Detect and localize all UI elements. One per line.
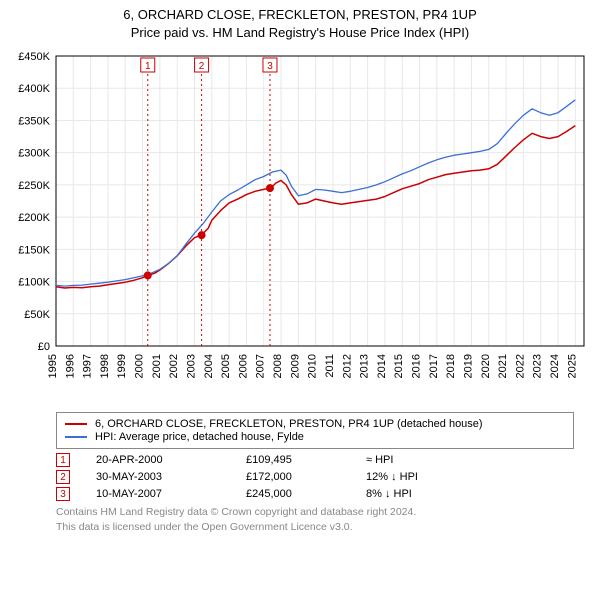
svg-text:2010: 2010 xyxy=(307,354,319,378)
svg-text:3: 3 xyxy=(267,61,273,72)
svg-text:£450K: £450K xyxy=(18,51,50,63)
transaction-delta: 12% ↓ HPI xyxy=(366,471,418,483)
svg-text:2001: 2001 xyxy=(151,354,163,378)
footer-attribution: Contains HM Land Registry data © Crown c… xyxy=(56,505,574,533)
svg-text:2015: 2015 xyxy=(393,354,405,378)
transaction-marker: 3 xyxy=(56,487,70,501)
legend-item: HPI: Average price, detached house, Fyld… xyxy=(65,431,565,443)
svg-text:2017: 2017 xyxy=(428,354,440,378)
svg-text:£150K: £150K xyxy=(18,245,50,257)
table-row: 1 20-APR-2000 £109,495 ≈ HPI xyxy=(56,453,574,467)
svg-text:1997: 1997 xyxy=(82,354,94,378)
chart-title-block: 6, ORCHARD CLOSE, FRECKLETON, PRESTON, P… xyxy=(6,6,594,42)
legend-label: 6, ORCHARD CLOSE, FRECKLETON, PRESTON, P… xyxy=(95,418,483,430)
legend-swatch xyxy=(65,436,87,438)
transaction-date: 10-MAY-2007 xyxy=(96,488,246,500)
svg-text:2004: 2004 xyxy=(203,354,215,378)
title-subtitle: Price paid vs. HM Land Registry's House … xyxy=(6,24,594,42)
svg-text:2: 2 xyxy=(199,61,205,72)
svg-text:1: 1 xyxy=(145,61,151,72)
transaction-marker: 2 xyxy=(56,470,70,484)
svg-text:2023: 2023 xyxy=(532,354,544,378)
svg-text:1999: 1999 xyxy=(116,354,128,378)
svg-text:2007: 2007 xyxy=(255,354,267,378)
footer-line: Contains HM Land Registry data © Crown c… xyxy=(56,505,574,519)
svg-text:1998: 1998 xyxy=(99,354,111,378)
svg-text:2025: 2025 xyxy=(566,354,578,378)
title-address: 6, ORCHARD CLOSE, FRECKLETON, PRESTON, P… xyxy=(6,6,594,24)
chart-container: £0 £50K £100K £150K £200K £250K £300K £350K £400… xyxy=(6,46,594,406)
svg-text:2021: 2021 xyxy=(497,354,509,378)
svg-text:2013: 2013 xyxy=(359,354,371,378)
svg-text:£0: £0 xyxy=(38,341,50,353)
svg-text:2014: 2014 xyxy=(376,354,388,378)
svg-text:2018: 2018 xyxy=(445,354,457,378)
svg-text:2016: 2016 xyxy=(411,354,423,378)
transaction-date: 20-APR-2000 xyxy=(96,454,246,466)
svg-text:£200K: £200K xyxy=(18,212,50,224)
transaction-date: 30-MAY-2003 xyxy=(96,471,246,483)
svg-text:£50K: £50K xyxy=(24,309,50,321)
svg-text:£100K: £100K xyxy=(18,277,50,289)
svg-text:2003: 2003 xyxy=(185,354,197,378)
transaction-price: £109,495 xyxy=(246,454,366,466)
svg-text:2012: 2012 xyxy=(341,354,353,378)
svg-text:£350K: £350K xyxy=(18,116,50,128)
svg-text:2006: 2006 xyxy=(237,354,249,378)
line-chart: £0 £50K £100K £150K £200K £250K £300K £350K £400… xyxy=(6,46,594,406)
svg-text:£400K: £400K xyxy=(18,84,50,96)
transaction-price: £245,000 xyxy=(246,488,366,500)
legend: 6, ORCHARD CLOSE, FRECKLETON, PRESTON, P… xyxy=(56,412,574,449)
footer-line: This data is licensed under the Open Gov… xyxy=(56,520,574,534)
svg-text:2022: 2022 xyxy=(514,354,526,378)
table-row: 3 10-MAY-2007 £245,000 8% ↓ HPI xyxy=(56,487,574,501)
svg-text:2000: 2000 xyxy=(134,354,146,378)
svg-text:2024: 2024 xyxy=(549,354,561,378)
svg-text:2011: 2011 xyxy=(324,354,336,378)
svg-text:2019: 2019 xyxy=(462,354,474,378)
svg-text:2009: 2009 xyxy=(289,354,301,378)
legend-label: HPI: Average price, detached house, Fyld… xyxy=(95,431,304,443)
svg-text:£300K: £300K xyxy=(18,148,50,160)
transaction-marker: 1 xyxy=(56,453,70,467)
svg-text:2005: 2005 xyxy=(220,354,232,378)
svg-text:2002: 2002 xyxy=(168,354,180,378)
svg-text:1995: 1995 xyxy=(47,354,59,378)
legend-swatch xyxy=(65,423,87,425)
transactions-table: 1 20-APR-2000 £109,495 ≈ HPI 2 30-MAY-20… xyxy=(56,453,574,501)
transaction-delta: 8% ↓ HPI xyxy=(366,488,412,500)
svg-text:£250K: £250K xyxy=(18,180,50,192)
svg-text:2008: 2008 xyxy=(272,354,284,378)
transaction-delta: ≈ HPI xyxy=(366,454,393,466)
transaction-price: £172,000 xyxy=(246,471,366,483)
table-row: 2 30-MAY-2003 £172,000 12% ↓ HPI xyxy=(56,470,574,484)
svg-text:2020: 2020 xyxy=(480,354,492,378)
svg-text:1996: 1996 xyxy=(64,354,76,378)
legend-item: 6, ORCHARD CLOSE, FRECKLETON, PRESTON, P… xyxy=(65,418,565,430)
